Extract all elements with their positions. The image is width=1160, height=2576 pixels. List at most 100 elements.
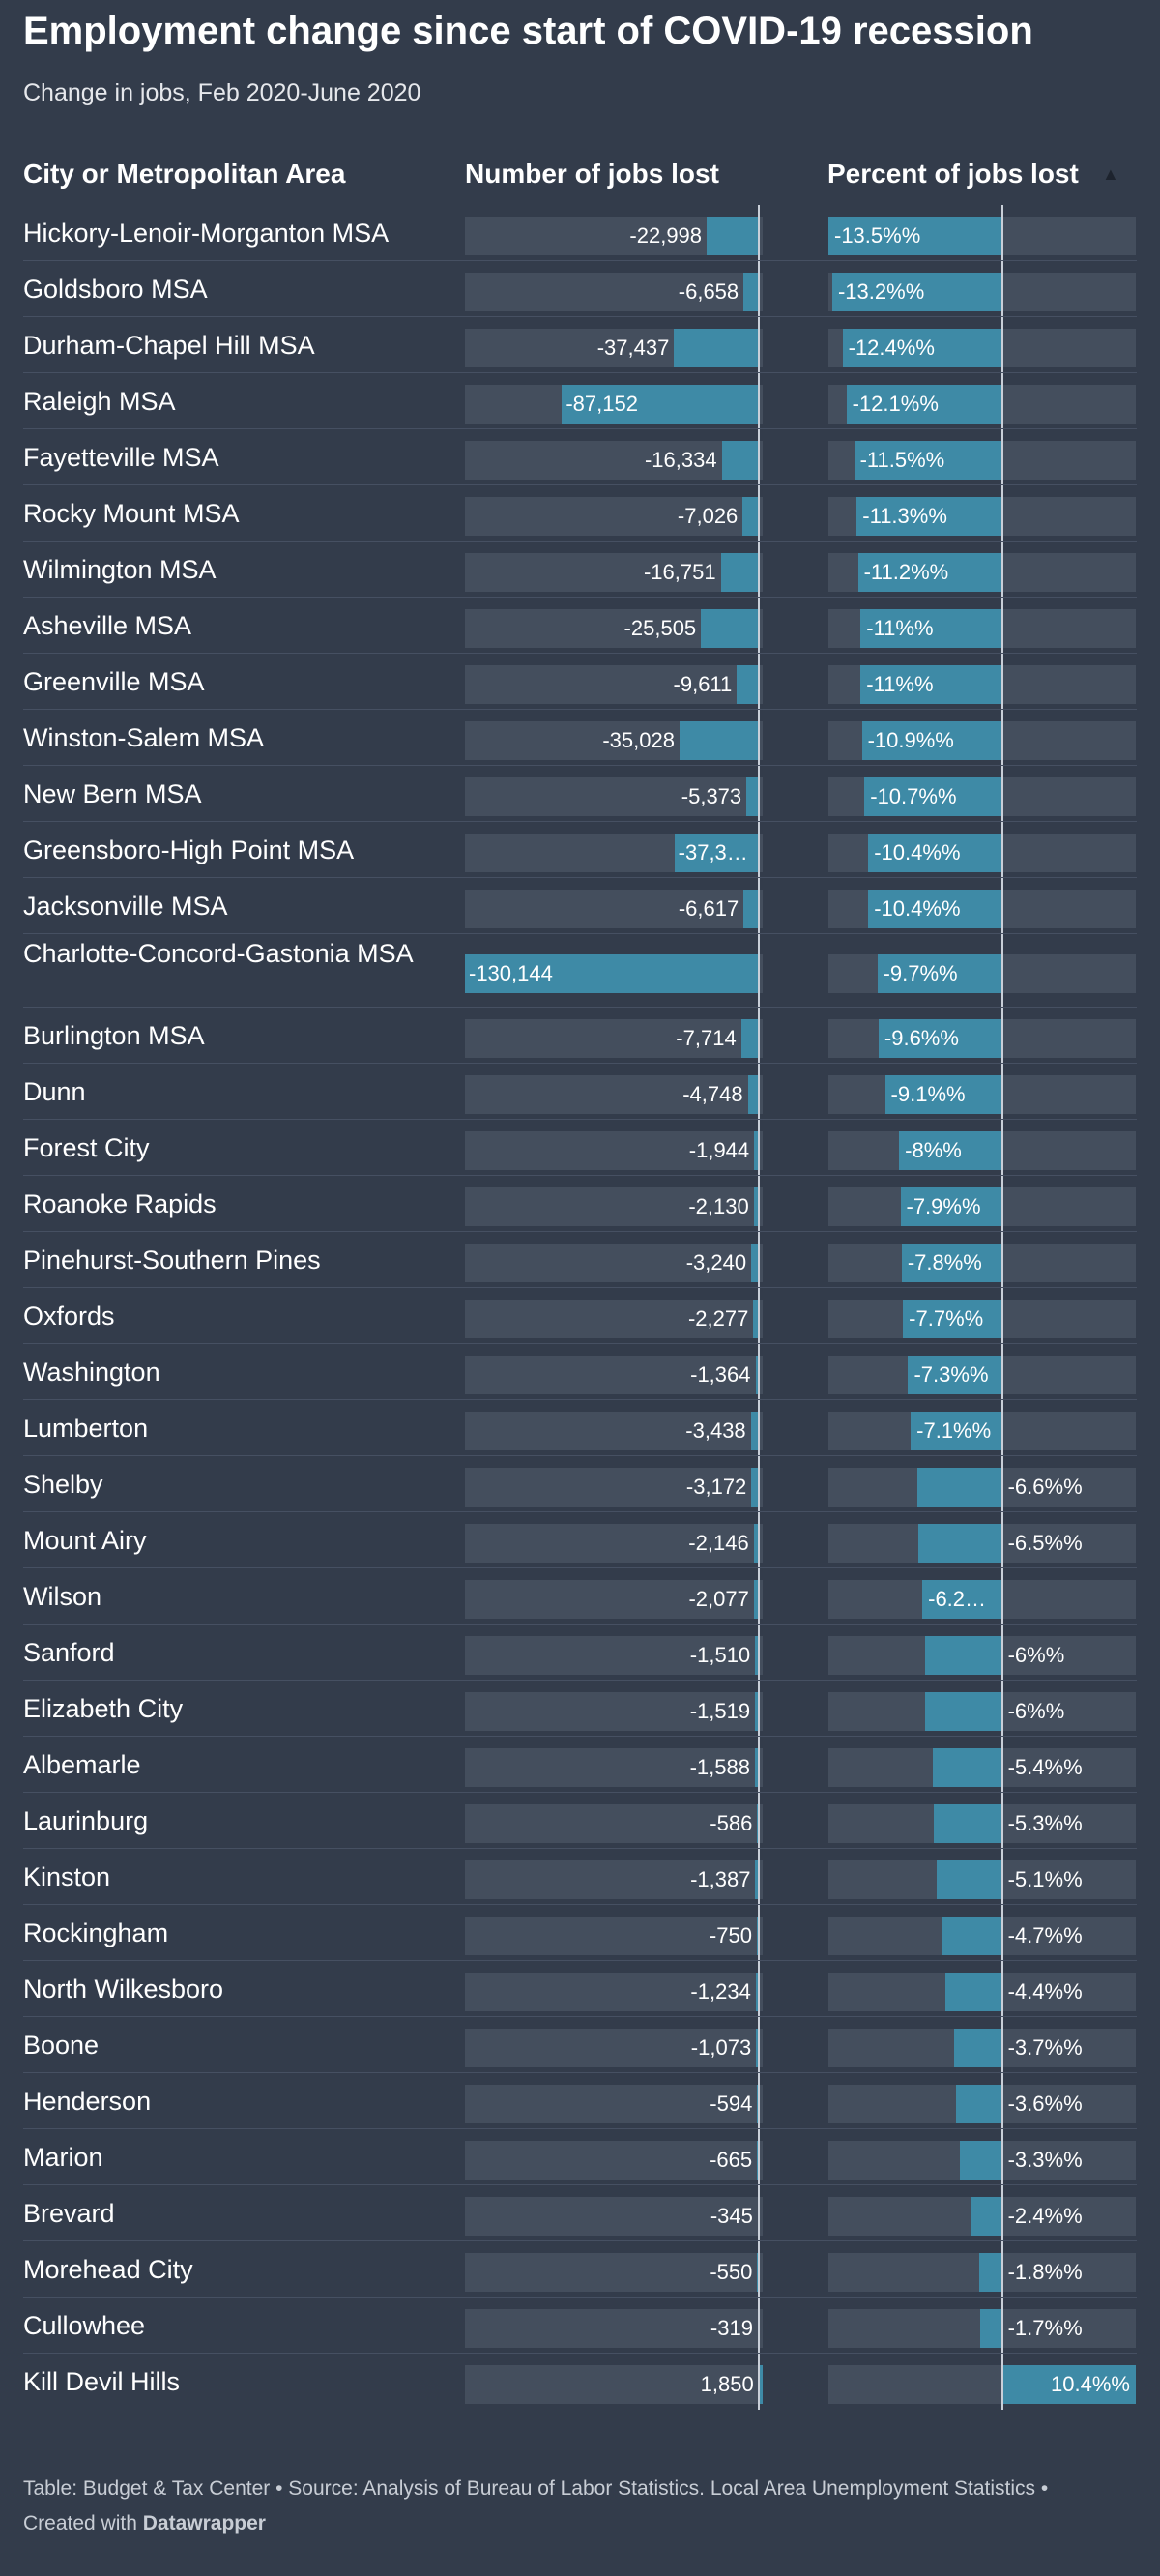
percent-bar [878,1019,1002,1058]
jobs-zero-line [757,1008,760,1064]
table-row: Sanford -1,510 -6%% [0,1625,1160,1681]
table-row: Mount Airy -2,146 -6.5%% [0,1512,1160,1568]
jobs-cell-background [465,665,763,704]
row-divider [23,1567,1137,1568]
percent-zero-line [1000,1568,1003,1625]
percent-zero-line [1000,654,1003,710]
row-city-label: Brevard [23,2199,115,2228]
jobs-zero-line [757,1344,760,1400]
percent-bar [1001,2365,1136,2404]
percent-value-label: -9.6%% [884,1026,959,1050]
row-divider [23,1904,1137,1905]
percent-zero-line [1000,542,1003,598]
datawrapper-link[interactable]: Datawrapper [142,2512,266,2534]
jobs-value-label: -1,510 [689,1643,751,1667]
row-divider [23,1792,1137,1793]
jobs-value-label: -550 [710,2260,753,2284]
row-divider [23,1511,1137,1512]
jobs-cell-background [465,2365,763,2404]
percent-value-label: -6.6%% [1007,1475,1083,1499]
jobs-bar [750,1412,759,1450]
table-row: Brevard -345 -2.4%% [0,2185,1160,2241]
row-city-label: Fayetteville MSA [23,443,219,472]
row-divider [23,2128,1137,2129]
table-row: Albemarle -1,588 -5.4%% [0,1737,1160,1793]
row-divider [23,1399,1137,1400]
percent-value-label: -3.7%% [1007,2035,1083,2060]
jobs-cell-background [465,2253,763,2292]
jobs-value-label: -1,234 [690,1979,751,2004]
table-row: Shelby -3,172 -6.6%% [0,1456,1160,1512]
jobs-value-label: -16,334 [644,448,717,472]
table-row: Cullowhee -319 -1.7%% [0,2298,1160,2354]
row-city-label: Marion [23,2143,103,2172]
jobs-zero-line [757,598,760,654]
row-city-label: Morehead City [23,2255,193,2284]
column-header-jobs[interactable]: Number of jobs lost [465,159,719,189]
jobs-bar [755,1692,759,1731]
jobs-cell-background [465,1692,763,1731]
percent-zero-line [1000,766,1003,822]
row-divider [23,653,1137,654]
row-divider [23,1063,1137,1064]
percent-value-label: -1.8%% [1007,2260,1083,2284]
footer-credit-prefix: Created with [23,2512,143,2534]
percent-bar [861,721,1002,760]
column-header-city[interactable]: City or Metropolitan Area [23,159,346,189]
percent-value-label: -6.5%% [1007,1531,1083,1555]
percent-bar [860,665,1002,704]
percent-bar [954,2029,1002,2067]
percent-bar [846,385,1002,424]
jobs-bar [674,834,759,872]
percent-zero-line [1000,1681,1003,1737]
row-divider [23,1736,1137,1737]
jobs-zero-line [757,1232,760,1288]
jobs-value-label: -22,998 [629,223,703,248]
jobs-bar [753,1524,759,1563]
percent-bar [959,2141,1002,2180]
percent-zero-line [1000,2185,1003,2241]
jobs-zero-line [757,878,760,934]
sort-ascending-icon[interactable]: ▲ [1102,164,1119,184]
row-city-label: Winston-Salem MSA [23,723,265,752]
jobs-value-label: 1,850 [700,2372,754,2396]
table-row: Kill Devil Hills 1,850 10.4%% [0,2354,1160,2410]
row-city-label: Rocky Mount MSA [23,499,240,528]
jobs-cell-background [465,1748,763,1787]
percent-value-label: 10.4%% [1051,2372,1130,2396]
chart-footer: Table: Budget & Tax Center • Source: Ana… [23,2472,1145,2541]
jobs-cell-background [465,1075,763,1114]
jobs-value-label: -37,3… [678,840,748,864]
percent-bar [955,2085,1002,2123]
row-city-label: Albemarle [23,1750,141,1779]
jobs-value-label: -1,944 [688,1138,750,1162]
jobs-cell-background [465,441,763,480]
percent-zero-line [1000,934,1003,1008]
percent-value-label: -12.4%% [848,336,935,360]
percent-bar [856,497,1002,536]
row-divider [23,1848,1137,1849]
percent-value-label: -11%% [866,616,934,640]
percent-zero-line [1000,1344,1003,1400]
jobs-bar [753,1187,759,1226]
column-header-percent[interactable]: Percent of jobs lost [827,159,1079,189]
row-city-label: Jacksonville MSA [23,892,228,921]
jobs-zero-line [757,2017,760,2073]
percent-zero-line [1000,2298,1003,2354]
percent-value-label: -2.4%% [1007,2204,1083,2228]
table-row: Goldsboro MSA -6,658 -13.2%% [0,261,1160,317]
percent-value-label: -9.7%% [883,961,958,985]
jobs-bar [751,1468,759,1507]
percent-bar [868,834,1002,872]
row-divider [23,484,1137,485]
percent-zero-line [1000,205,1003,261]
jobs-cell-background [465,1019,763,1058]
jobs-zero-line [757,766,760,822]
percent-bar [860,609,1002,648]
jobs-value-label: -9,611 [673,672,733,696]
table-row: Winston-Salem MSA -35,028 -10.9%% [0,710,1160,766]
row-divider [23,2016,1137,2017]
jobs-value-label: -25,505 [624,616,697,640]
